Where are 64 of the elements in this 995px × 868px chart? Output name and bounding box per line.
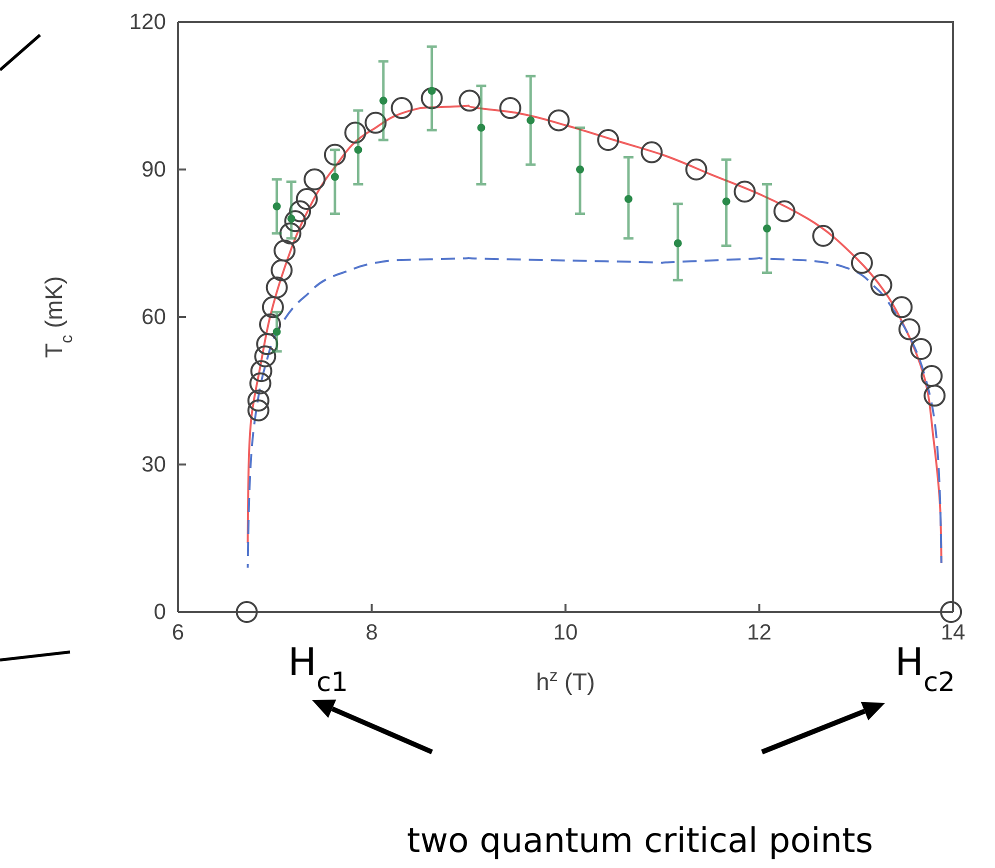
point bbox=[722, 197, 730, 206]
point bbox=[284, 210, 306, 232]
point bbox=[236, 601, 258, 623]
point bbox=[250, 360, 272, 382]
point bbox=[499, 97, 522, 120]
point bbox=[324, 144, 346, 166]
point bbox=[734, 180, 756, 203]
point bbox=[763, 224, 771, 232]
point bbox=[254, 345, 276, 368]
point bbox=[274, 240, 296, 262]
y-tick-label: 90 bbox=[142, 156, 166, 182]
point bbox=[850, 252, 873, 274]
point bbox=[597, 129, 620, 151]
point bbox=[262, 296, 284, 318]
point bbox=[296, 188, 318, 210]
x-tick-label: 12 bbox=[747, 620, 772, 645]
point bbox=[279, 222, 302, 244]
point bbox=[940, 601, 962, 623]
point bbox=[272, 202, 281, 210]
point bbox=[477, 124, 486, 132]
y-tick-label: 60 bbox=[142, 304, 166, 330]
point bbox=[640, 141, 663, 164]
point bbox=[289, 200, 312, 222]
point bbox=[548, 109, 570, 132]
point bbox=[924, 384, 946, 407]
y-tick-label: 120 bbox=[129, 9, 166, 34]
point bbox=[354, 146, 362, 154]
point bbox=[249, 372, 272, 394]
point bbox=[812, 224, 834, 247]
point bbox=[685, 158, 708, 180]
point bbox=[256, 333, 278, 356]
point bbox=[379, 96, 388, 105]
point bbox=[428, 86, 436, 95]
point bbox=[526, 116, 535, 124]
point bbox=[247, 390, 270, 412]
point bbox=[330, 172, 339, 181]
point bbox=[266, 276, 288, 298]
point bbox=[270, 259, 293, 282]
point bbox=[910, 338, 932, 360]
point bbox=[773, 200, 796, 222]
point bbox=[920, 365, 943, 387]
x-tick-label: 10 bbox=[553, 620, 578, 645]
point bbox=[390, 97, 413, 120]
point bbox=[674, 239, 682, 248]
point bbox=[247, 399, 270, 422]
y-tick-label: 0 bbox=[154, 599, 166, 624]
point bbox=[272, 328, 281, 336]
text: H$_{c1}$ bbox=[288, 640, 348, 698]
y-tick-label: 30 bbox=[142, 452, 166, 477]
point bbox=[870, 274, 892, 296]
point bbox=[458, 90, 481, 112]
point bbox=[576, 166, 584, 174]
x-tick-label: 8 bbox=[366, 620, 378, 645]
point bbox=[420, 87, 443, 110]
point bbox=[898, 318, 920, 340]
text: two quantum critical points bbox=[406, 821, 874, 861]
point bbox=[624, 195, 632, 203]
x-axis-title: h$^{z}$ (T) bbox=[536, 666, 596, 696]
point bbox=[304, 168, 326, 190]
point bbox=[364, 112, 387, 134]
x-tick-label: 6 bbox=[172, 620, 184, 645]
point bbox=[344, 122, 366, 144]
point bbox=[890, 296, 913, 318]
point bbox=[259, 313, 282, 336]
